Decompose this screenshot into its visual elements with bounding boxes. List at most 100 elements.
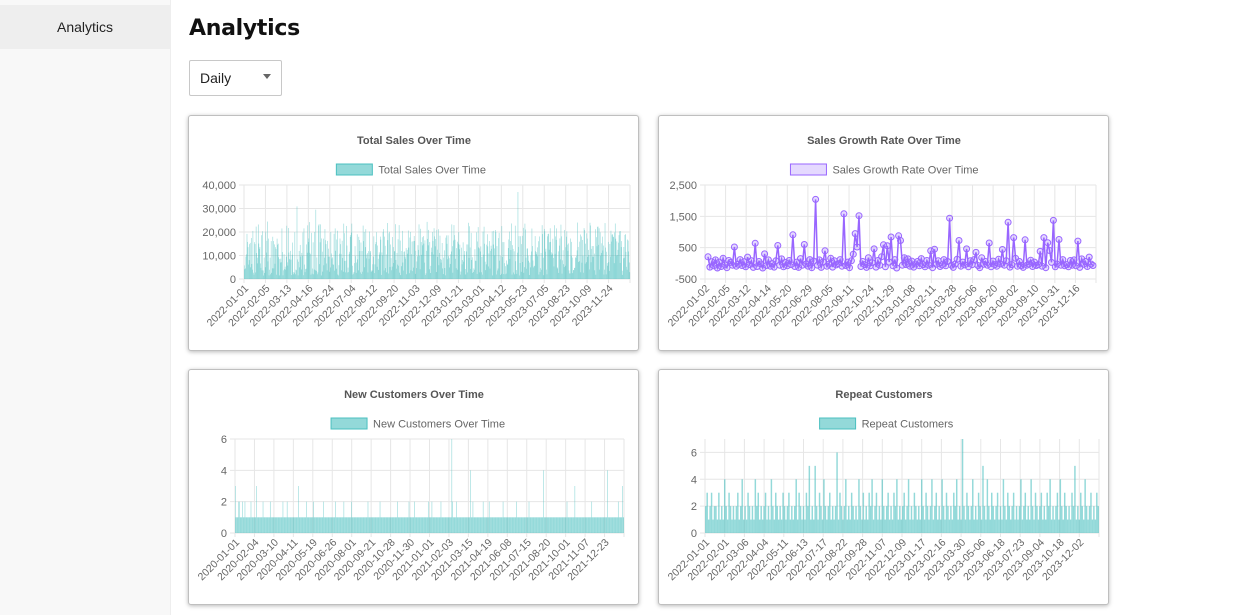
sales-bar[interactable] [454,235,455,279]
new_customers-bar[interactable] [326,517,328,533]
growth-point[interactable] [806,256,814,264]
new_customers-bar[interactable] [617,517,618,533]
new_customers-bar[interactable] [541,517,543,533]
sales-bar[interactable] [409,273,410,279]
sales-bar[interactable] [547,236,548,279]
sales-bar[interactable] [335,250,336,279]
new_customers-bar[interactable] [619,517,620,533]
sales-bar[interactable] [307,225,309,279]
new_customers-bar[interactable] [362,517,363,533]
growth-point[interactable] [821,247,829,255]
new_customers-bar[interactable] [465,517,466,533]
sales-bar[interactable] [244,265,245,279]
sales-bar[interactable] [269,257,271,279]
new_customers-bar[interactable] [416,517,418,533]
sales-bar[interactable] [600,252,602,279]
new_customers-bar[interactable] [494,517,496,533]
new_customers-bar[interactable] [251,517,252,533]
new_customers-bar[interactable] [403,517,404,533]
sales-bar[interactable] [332,257,333,279]
new_customers-bar[interactable] [419,517,421,533]
new_customers-bar[interactable] [408,501,410,533]
new_customers-bar[interactable] [374,517,375,533]
new_customers-bar[interactable] [523,517,525,533]
repeat_customers-bar[interactable] [706,492,708,533]
sales-bar[interactable] [525,257,527,279]
repeat_customers-bar[interactable] [918,506,920,533]
new_customers-bar[interactable] [385,517,386,533]
new_customers-bar[interactable] [451,439,453,533]
repeat_customers-bar[interactable] [885,506,888,533]
sales-bar[interactable] [539,236,540,279]
sales-bar[interactable] [432,232,433,279]
sales-bar[interactable] [586,233,588,279]
new_customers-bar[interactable] [464,517,465,533]
sales-bar[interactable] [252,230,254,279]
new_customers-bar[interactable] [338,517,339,533]
repeat_customers-bar[interactable] [1087,519,1089,533]
new_customers-bar[interactable] [285,517,287,533]
new_customers-bar[interactable] [303,517,305,533]
new_customers-bar[interactable] [461,517,462,533]
growth-point[interactable] [1072,262,1080,270]
sales-bar[interactable] [327,240,328,279]
new_customers-bar[interactable] [503,517,504,533]
repeat_customers-bar[interactable] [785,519,787,533]
new_customers-bar[interactable] [267,517,269,533]
new_customers-bar[interactable] [406,517,407,533]
sales-bar[interactable] [548,249,550,279]
repeat_customers-bar[interactable] [1061,506,1063,533]
growth-point[interactable] [829,263,837,271]
sales-bar[interactable] [388,233,390,279]
sales-bar[interactable] [407,230,409,279]
sales-bar[interactable] [364,267,366,279]
new_customers-legend-label[interactable]: New Customers Over Time [373,419,505,431]
growth-point[interactable] [789,231,797,239]
new_customers-bar[interactable] [540,517,542,533]
new_customers-bar[interactable] [407,517,409,533]
new_customers-bar[interactable] [582,517,583,533]
new_customers-bar[interactable] [250,501,252,533]
sales-bar[interactable] [261,270,263,279]
sales-bar[interactable] [541,269,542,279]
new_customers-bar[interactable] [387,517,389,533]
repeat_customers-bar[interactable] [947,506,949,533]
sales-bar[interactable] [530,267,531,279]
sales-bar[interactable] [374,264,376,279]
new_customers-bar[interactable] [368,517,369,533]
sales-bar[interactable] [575,257,576,279]
sales-bar[interactable] [413,236,415,279]
period-select[interactable]: Daily [189,60,282,96]
sales-bar[interactable] [443,250,445,279]
sales-bar[interactable] [603,245,604,279]
new_customers-bar[interactable] [534,517,535,533]
new_customers-bar[interactable] [609,517,611,533]
sales-bar[interactable] [403,251,405,279]
repeat_customers-bar[interactable] [1074,465,1076,533]
repeat_customers-bar[interactable] [979,506,981,533]
sales-bar[interactable] [331,253,332,279]
new_customers-bar[interactable] [573,517,574,533]
repeat_customers-bar[interactable] [974,506,977,533]
new_customers-bar[interactable] [590,517,592,533]
new_customers-bar[interactable] [238,517,240,533]
sales-bar[interactable] [620,247,622,279]
new_customers-bar[interactable] [252,517,254,533]
repeat_customers-bar[interactable] [1096,492,1098,533]
sales-bar[interactable] [536,247,538,279]
sales-bar[interactable] [543,275,545,279]
sales-bar[interactable] [273,241,274,279]
repeat_customers-bar[interactable] [1046,492,1048,533]
new_customers-bar[interactable] [344,517,345,533]
sales-bar[interactable] [362,271,363,279]
new_customers-bar[interactable] [295,517,297,533]
new_customers-bar[interactable] [575,517,577,533]
new_customers-bar[interactable] [572,517,574,533]
new_customers-bar[interactable] [318,517,319,533]
repeat_customers-bar[interactable] [922,506,924,533]
sales-bar[interactable] [446,243,448,279]
new_customers-bar[interactable] [373,517,375,533]
sales-bar[interactable] [473,268,475,279]
sales-bar[interactable] [256,253,257,279]
sales-bar[interactable] [608,262,610,279]
